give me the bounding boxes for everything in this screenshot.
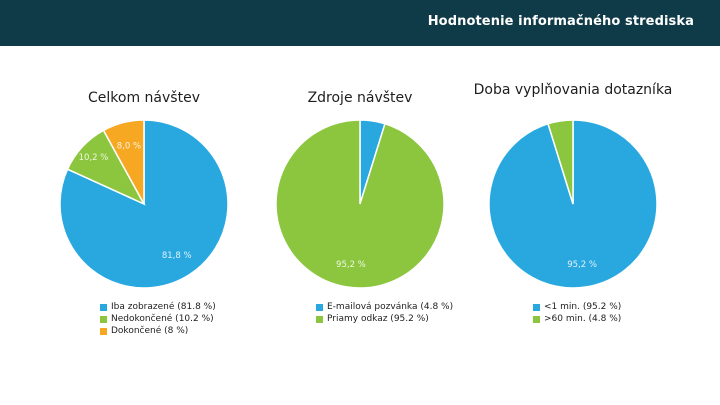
legend-label: Nedokončené (10.2 %) bbox=[111, 314, 214, 324]
legend-item: Priamy odkaz (95.2 %) bbox=[316, 313, 453, 325]
pie-chart-doba-vyplnovania: Doba vyplňovania dotazníka 95,2 % <1 min… bbox=[453, 46, 693, 405]
legend-label: >60 min. (4.8 %) bbox=[544, 314, 622, 324]
legend-item: <1 min. (95.2 %) bbox=[533, 301, 621, 313]
page-title: Hodnotenie informačného strediska bbox=[427, 14, 694, 29]
chart-legend: Iba zobrazené (81.8 %) Nedokončené (10.2… bbox=[100, 301, 216, 337]
pie-svg: 95,2 % bbox=[488, 119, 658, 289]
pie-chart-celkom-navstev: Celkom návštev 81,8 % 10,2 % 8,0 % Iba zob… bbox=[24, 46, 264, 405]
data-label-2: 8,0 % bbox=[117, 141, 141, 151]
pie-slice-2 bbox=[102, 119, 145, 205]
legend-swatch bbox=[533, 315, 540, 323]
data-label-1: 10,2 % bbox=[79, 153, 109, 163]
legend-item: Nedokončené (10.2 %) bbox=[100, 313, 216, 325]
legend-swatch bbox=[100, 303, 107, 311]
legend-label: Priamy odkaz (95.2 %) bbox=[327, 314, 429, 324]
chart-legend: <1 min. (95.2 %) >60 min. (4.8 %) bbox=[533, 301, 621, 325]
legend-item: >60 min. (4.8 %) bbox=[533, 313, 621, 325]
pie-chart-zdroje-navstev: Zdroje návštev 95,2 % E-mailová pozvánka… bbox=[240, 46, 480, 405]
pie-slice-1 bbox=[275, 119, 445, 289]
data-label-0: 95,2 % bbox=[567, 260, 597, 270]
data-label-0: 81,8 % bbox=[162, 251, 192, 261]
header-bar: Hodnotenie informačného strediska bbox=[0, 0, 720, 46]
pie-slice-1 bbox=[547, 119, 574, 205]
pie-svg: 81,8 % 10,2 % 8,0 % bbox=[59, 119, 229, 289]
pie-svg: 95,2 % bbox=[275, 119, 445, 289]
chart-title: Celkom návštev bbox=[88, 90, 200, 106]
legend-item: Dokončené (8 %) bbox=[100, 325, 216, 337]
legend-swatch bbox=[316, 303, 323, 311]
legend-label: <1 min. (95.2 %) bbox=[544, 302, 622, 312]
legend-item: Iba zobrazené (81.8 %) bbox=[100, 301, 216, 313]
legend-label: E-mailová pozvánka (4.8 %) bbox=[327, 302, 454, 312]
legend-swatch bbox=[100, 327, 107, 335]
legend-swatch bbox=[316, 315, 323, 323]
legend-item: E-mailová pozvánka (4.8 %) bbox=[316, 301, 453, 313]
legend-swatch bbox=[100, 315, 107, 323]
chart-title: Zdroje návštev bbox=[307, 90, 413, 106]
legend-label: Dokončené (8 %) bbox=[111, 326, 189, 336]
chart-legend: E-mailová pozvánka (4.8 %) Priamy odkaz … bbox=[316, 301, 453, 325]
legend-label: Iba zobrazené (81.8 %) bbox=[111, 302, 216, 312]
legend-swatch bbox=[533, 303, 540, 311]
data-label-1: 95,2 % bbox=[336, 260, 366, 270]
chart-title: Doba vyplňovania dotazníka bbox=[473, 82, 673, 98]
